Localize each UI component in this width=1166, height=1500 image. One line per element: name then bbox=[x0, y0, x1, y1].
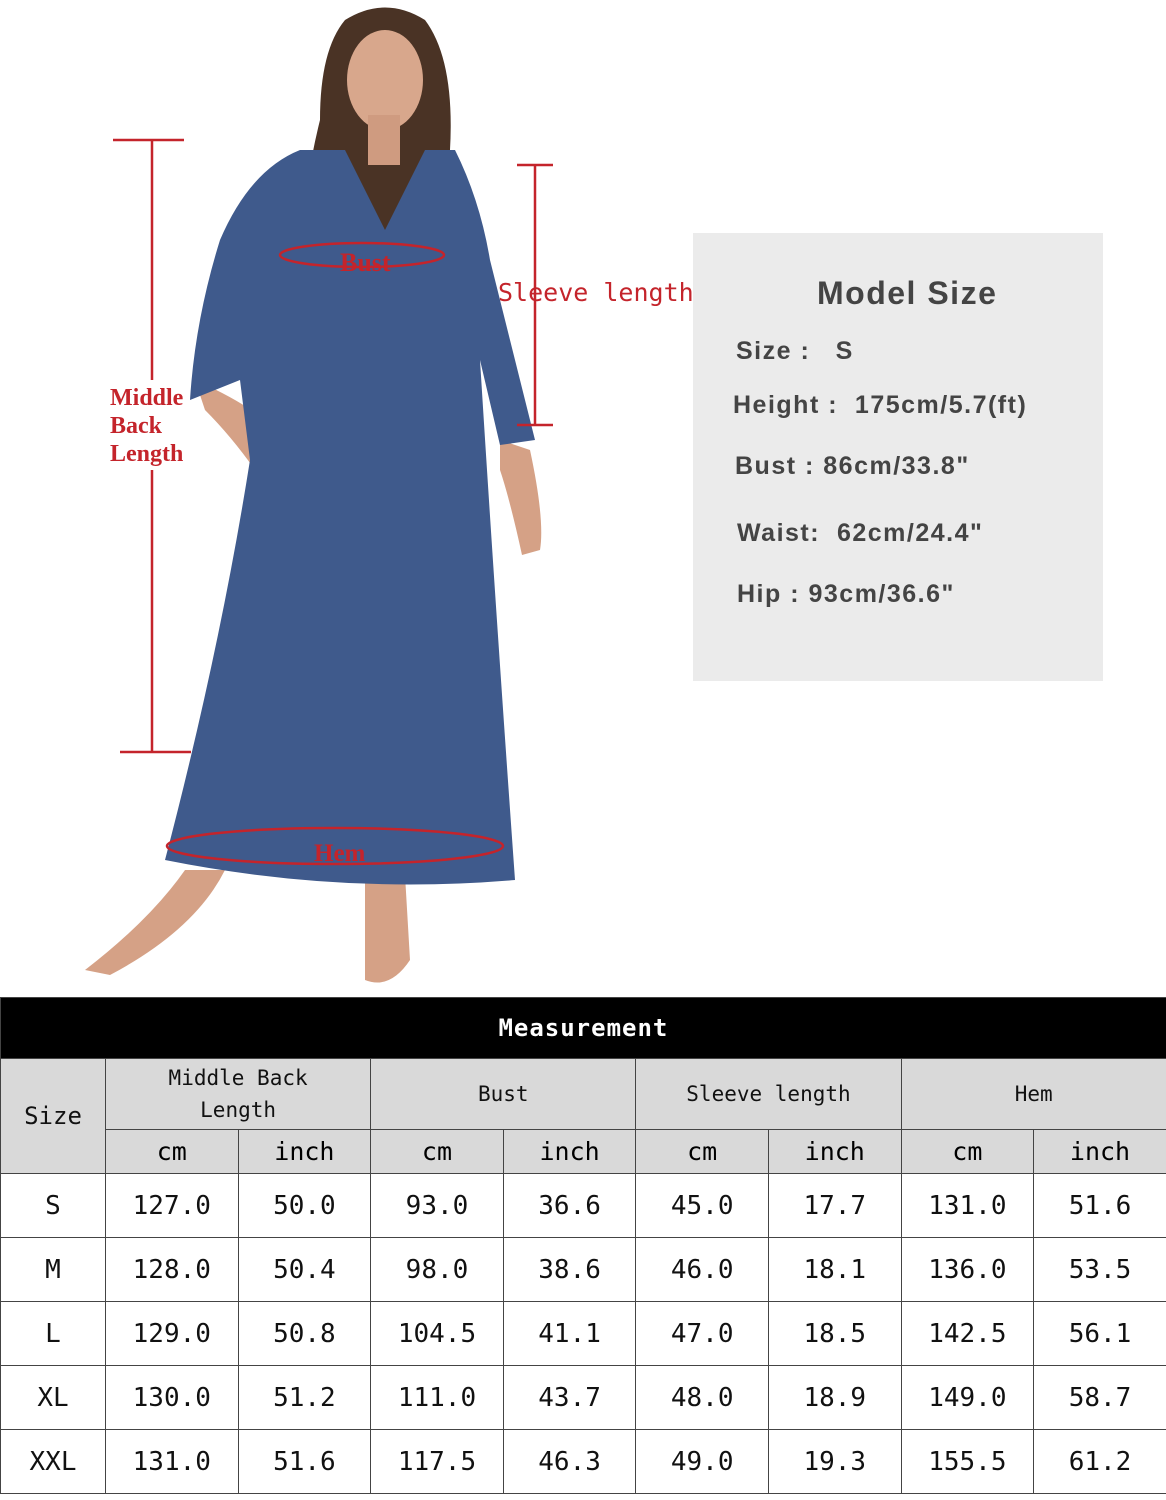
value-cell: 149.0 bbox=[900, 1365, 1035, 1430]
group-header: Bust bbox=[370, 1058, 637, 1130]
value-cell: 19.3 bbox=[767, 1429, 902, 1494]
value-cell: 53.5 bbox=[1033, 1237, 1166, 1302]
value-cell: 131.0 bbox=[900, 1173, 1035, 1238]
size-cell: XXL bbox=[0, 1429, 106, 1494]
bust-ellipse bbox=[278, 241, 446, 269]
model-size-panel: Model Size Size : S Height : 175cm/5.7(f… bbox=[693, 233, 1103, 681]
value-cell: 111.0 bbox=[370, 1365, 504, 1430]
value-cell: 51.6 bbox=[237, 1429, 372, 1494]
value-cell: 43.7 bbox=[502, 1365, 637, 1430]
value-cell: 17.7 bbox=[767, 1173, 902, 1238]
label-line: Middle bbox=[110, 385, 184, 411]
value-cell: 127.0 bbox=[105, 1173, 239, 1238]
value-cell: 18.9 bbox=[767, 1365, 902, 1430]
model-size-height: Height : 175cm/5.7(ft) bbox=[733, 391, 1028, 419]
value-cell: 136.0 bbox=[900, 1237, 1035, 1302]
unit-header: inch bbox=[767, 1129, 902, 1174]
unit-header: cm bbox=[635, 1129, 769, 1174]
unit-header: inch bbox=[1033, 1129, 1166, 1174]
unit-header: cm bbox=[370, 1129, 504, 1174]
model-size-bust: Bust : 86cm/33.8" bbox=[735, 452, 970, 480]
value-cell: 130.0 bbox=[105, 1365, 239, 1430]
value-cell: 45.0 bbox=[635, 1173, 769, 1238]
group-header: Hem bbox=[900, 1058, 1166, 1130]
value-cell: 58.7 bbox=[1033, 1365, 1166, 1430]
value-cell: 46.0 bbox=[635, 1237, 769, 1302]
group-header: Middle Back Length bbox=[104, 1058, 372, 1130]
value-cell: 56.1 bbox=[1033, 1301, 1166, 1366]
hem-label: Hem bbox=[314, 840, 366, 867]
value-cell: 41.1 bbox=[502, 1301, 637, 1366]
model-face bbox=[347, 30, 423, 130]
size-cell: XL bbox=[0, 1365, 106, 1430]
table-row: XXL 131.0 51.6 117.5 46.3 49.0 19.3 155.5 61.2 bbox=[0, 1429, 1166, 1494]
value-cell: 47.0 bbox=[635, 1301, 769, 1366]
table-row: M 128.0 50.4 98.0 38.6 46.0 18.1 136.0 53.5 bbox=[0, 1237, 1166, 1302]
model-right-arm bbox=[500, 440, 542, 555]
value-cell: 49.0 bbox=[635, 1429, 769, 1494]
middle-back-length-label: Middle Back Length bbox=[110, 384, 183, 468]
hem-ellipse bbox=[165, 826, 505, 866]
table-title: Measurement bbox=[0, 997, 1166, 1059]
unit-header: cm bbox=[900, 1129, 1035, 1174]
table-row: S 127.0 50.0 93.0 36.6 45.0 17.7 131.0 51.6 bbox=[0, 1173, 1166, 1238]
label-line: Back bbox=[110, 413, 163, 439]
value-cell: 117.5 bbox=[370, 1429, 504, 1494]
value-cell: 98.0 bbox=[370, 1237, 504, 1302]
value-cell: 155.5 bbox=[900, 1429, 1035, 1494]
value-cell: 46.3 bbox=[502, 1429, 637, 1494]
value-cell: 128.0 bbox=[105, 1237, 239, 1302]
value-cell: 38.6 bbox=[502, 1237, 637, 1302]
value-cell: 93.0 bbox=[370, 1173, 504, 1238]
label-line: Length bbox=[110, 441, 184, 467]
value-cell: 129.0 bbox=[105, 1301, 239, 1366]
size-cell: M bbox=[0, 1237, 106, 1302]
value-cell: 104.5 bbox=[370, 1301, 504, 1366]
unit-header: inch bbox=[237, 1129, 372, 1174]
value-cell: 18.5 bbox=[767, 1301, 902, 1366]
table-row: XL 130.0 51.2 111.0 43.7 48.0 18.9 149.0 58.7 bbox=[0, 1365, 1166, 1430]
unit-header: cm bbox=[105, 1129, 239, 1174]
model-size-title: Model Size bbox=[817, 275, 998, 311]
value-cell: 51.2 bbox=[237, 1365, 372, 1430]
measurement-table: Measurement Size Middle Back Length Bust S… bbox=[0, 997, 1166, 1494]
size-header: Size bbox=[0, 1058, 106, 1174]
value-cell: 51.6 bbox=[1033, 1173, 1166, 1238]
value-cell: 131.0 bbox=[105, 1429, 239, 1494]
value-cell: 50.8 bbox=[237, 1301, 372, 1366]
table-row: L 129.0 50.8 104.5 41.1 47.0 18.5 142.5 56.1 bbox=[0, 1301, 1166, 1366]
bust-label: Bust bbox=[340, 248, 391, 277]
size-cell: L bbox=[0, 1301, 106, 1366]
value-cell: 36.6 bbox=[502, 1173, 637, 1238]
model-photo bbox=[85, 7, 553, 983]
unit-header: inch bbox=[502, 1129, 637, 1174]
model-size-waist: Waist: 62cm/24.4" bbox=[737, 519, 984, 547]
value-cell: 50.4 bbox=[237, 1237, 372, 1302]
model-size-hip: Hip : 93cm/36.6" bbox=[737, 580, 955, 608]
value-cell: 142.5 bbox=[900, 1301, 1035, 1366]
value-cell: 48.0 bbox=[635, 1365, 769, 1430]
model-size-size: Size : S bbox=[736, 337, 854, 365]
group-header: Sleeve length bbox=[635, 1058, 902, 1130]
model-dress bbox=[165, 150, 535, 885]
value-cell: 61.2 bbox=[1033, 1429, 1166, 1494]
value-cell: 18.1 bbox=[767, 1237, 902, 1302]
sleeve-length-label: Sleeve length bbox=[498, 278, 694, 307]
value-cell: 50.0 bbox=[237, 1173, 372, 1238]
size-cell: S bbox=[0, 1173, 106, 1238]
model-legs bbox=[85, 870, 410, 983]
